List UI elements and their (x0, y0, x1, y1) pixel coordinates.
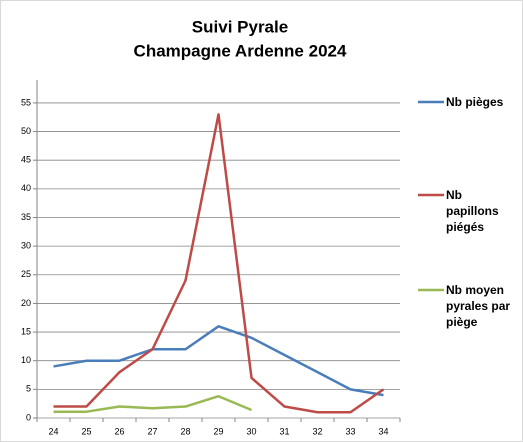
x-tick-label: 33 (345, 426, 355, 436)
x-tick-label: 27 (147, 426, 157, 436)
x-tick-label: 25 (81, 426, 91, 436)
x-tick-label: 26 (114, 426, 124, 436)
series-line (53, 394, 252, 413)
y-tick-label: 5 (26, 384, 31, 394)
x-tick-label: 29 (213, 426, 223, 436)
chart-title: Suivi Pyrale (192, 17, 288, 36)
y-tick-label: 55 (21, 97, 31, 107)
chart-title: Champagne Ardenne 2024 (134, 41, 347, 60)
y-tick-label: 15 (21, 326, 31, 336)
series-line (53, 325, 384, 397)
legend-label: Nb moyen pyrales par piège (446, 283, 511, 329)
legend-label: Nb pièges (446, 95, 504, 109)
y-tick-label: 35 (21, 212, 31, 222)
x-tick-label: 30 (246, 426, 256, 436)
x-tick-label: 28 (180, 426, 190, 436)
y-tick-label: 20 (21, 298, 31, 308)
y-tick-label: 45 (21, 155, 31, 165)
y-tick-label: 25 (21, 269, 31, 279)
series-line (53, 113, 385, 414)
x-tick-label: 32 (312, 426, 322, 436)
x-tick-label: 24 (48, 426, 58, 436)
legend-label: Nb papillons piégés (446, 188, 499, 234)
y-tick-label: 50 (21, 126, 31, 136)
y-tick-label: 30 (21, 241, 31, 251)
y-tick-label: 10 (21, 355, 31, 365)
y-tick-label: 0 (26, 412, 31, 422)
x-tick-label: 31 (279, 426, 289, 436)
y-tick-label: 40 (21, 183, 31, 193)
x-tick-label: 34 (378, 426, 388, 436)
